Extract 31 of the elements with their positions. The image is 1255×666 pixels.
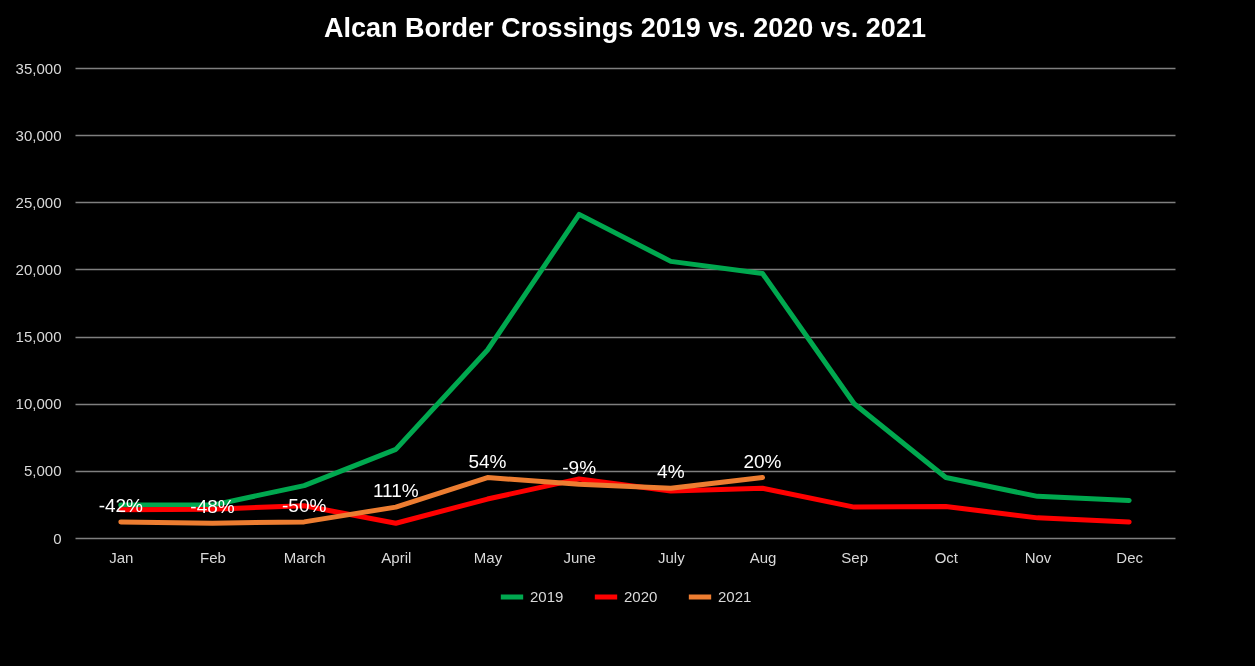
y-tick-label: 20,000 <box>15 260 62 278</box>
y-tick-label: 0 <box>53 529 62 547</box>
y-tick-label: 30,000 <box>15 126 62 144</box>
x-tick-label: April <box>381 548 412 566</box>
x-tick-label: July <box>657 548 686 566</box>
annotation: -50% <box>281 494 327 516</box>
legend-label: 2020 <box>624 588 658 605</box>
y-tick-label: 25,000 <box>15 193 62 211</box>
x-tick-label: March <box>283 548 326 566</box>
x-tick-label: Dec <box>1116 548 1144 566</box>
x-tick-label: Aug <box>749 548 777 566</box>
x-tick-label: Sep <box>841 548 869 566</box>
x-tick-label: Jan <box>109 548 134 566</box>
legend-label: 2019 <box>530 588 564 605</box>
x-tick-label: May <box>473 548 503 566</box>
annotation: -9% <box>562 457 597 479</box>
x-tick-label: Nov <box>1024 548 1052 566</box>
annotation: 111% <box>372 480 419 502</box>
legend-label: 2021 <box>718 588 752 605</box>
annotation: 4% <box>657 461 685 483</box>
y-tick-label: 15,000 <box>15 328 62 346</box>
x-tick-label: June <box>563 548 596 566</box>
y-tick-label: 35,000 <box>15 59 62 77</box>
x-tick-label: Feb <box>200 548 226 566</box>
y-tick-label: 5,000 <box>23 462 62 480</box>
annotation: 20% <box>743 450 782 472</box>
annotation: 54% <box>468 450 507 472</box>
annotation: -42% <box>98 494 144 516</box>
x-tick-label: Oct <box>934 548 959 566</box>
chart-title: Alcan Border Crossings 2019 vs. 2020 vs. 2021 <box>324 13 926 43</box>
y-tick-label: 10,000 <box>15 395 62 413</box>
